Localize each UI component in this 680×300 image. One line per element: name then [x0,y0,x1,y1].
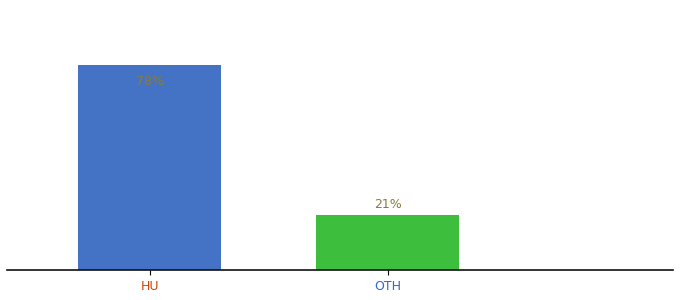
Bar [316,215,459,270]
Text: 21%: 21% [374,198,401,211]
Text: 78%: 78% [136,75,164,88]
Bar [78,65,221,270]
